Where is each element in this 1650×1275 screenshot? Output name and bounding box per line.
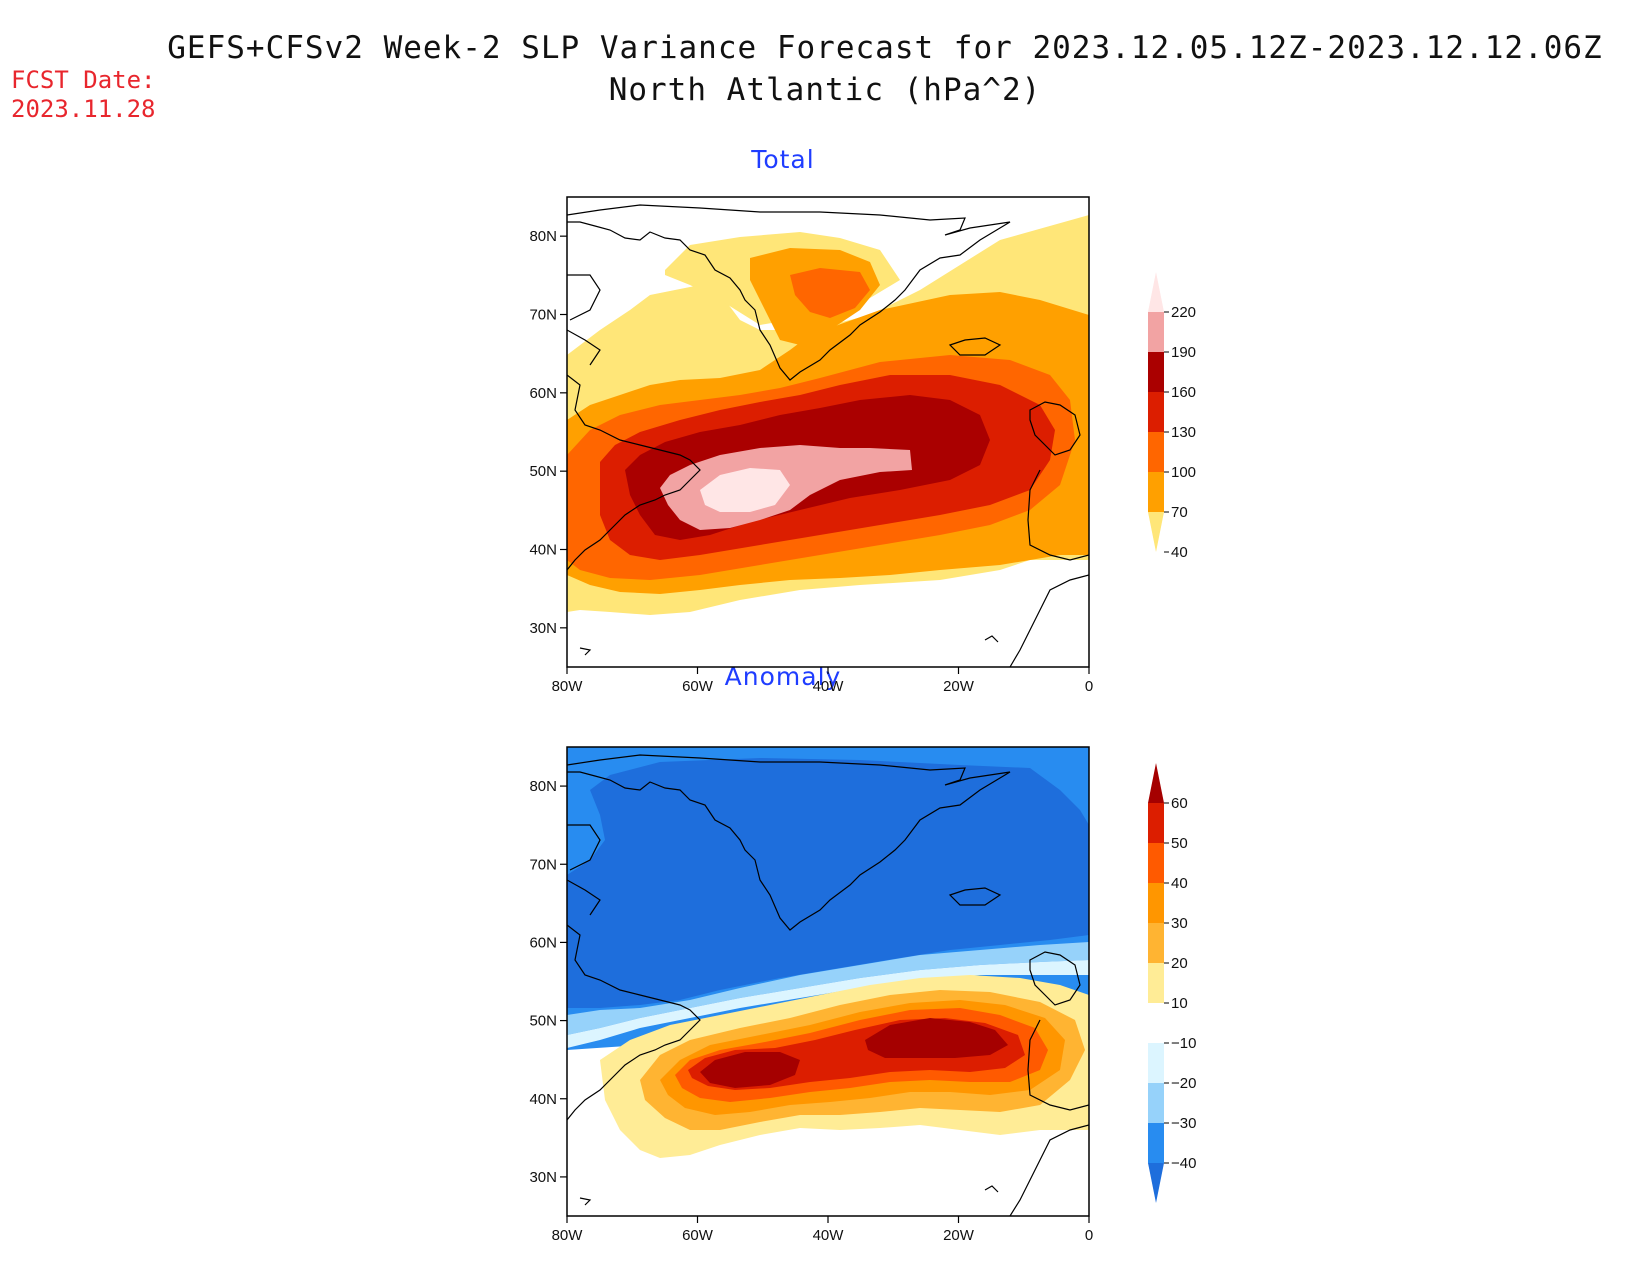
total-colorbar-box bbox=[1148, 312, 1164, 352]
anomaly-lon-label: 60W bbox=[682, 1227, 714, 1244]
anomaly-colorbar-label: 40 bbox=[1171, 875, 1188, 892]
total-colorbar-label: 190 bbox=[1171, 344, 1196, 361]
anomaly-colorbar-box bbox=[1148, 803, 1164, 843]
anomaly-colorbar-box bbox=[1148, 963, 1164, 1003]
total-lon-label: 20W bbox=[943, 678, 975, 695]
anomaly-colorbar-label: 60 bbox=[1171, 795, 1188, 812]
total-colorbar: 220 190 160 130 100 70 40 bbox=[1148, 272, 1196, 561]
anomaly-lat-label: 30N bbox=[529, 1169, 557, 1186]
total-colorbar-box bbox=[1148, 472, 1164, 512]
anomaly-colorbar-label: −30 bbox=[1171, 1115, 1196, 1132]
anomaly-colorbar-box bbox=[1148, 1083, 1164, 1123]
total-colorbar-box bbox=[1148, 392, 1164, 432]
anomaly-contour-neg40 bbox=[567, 758, 1089, 1008]
anomaly-colorbar-label: 20 bbox=[1171, 955, 1188, 972]
forecast-date-label: FCST Date: bbox=[11, 66, 156, 94]
figure-title: GEFS+CFSv2 Week-2 SLP Variance Forecast … bbox=[167, 30, 1603, 66]
total-colorbar-label: 130 bbox=[1171, 424, 1196, 441]
total-lat-label: 30N bbox=[529, 620, 557, 637]
total-colorbar-label: 40 bbox=[1171, 544, 1188, 561]
total-contour-100-greenland bbox=[790, 268, 870, 318]
total-colorbar-label: 100 bbox=[1171, 464, 1196, 481]
total-colorbar-label: 160 bbox=[1171, 384, 1196, 401]
total-colorbar-box bbox=[1148, 432, 1164, 472]
anomaly-colorbar-box bbox=[1148, 1003, 1164, 1043]
anomaly-colorbar-top-arrow bbox=[1148, 763, 1164, 803]
total-colorbar-label: 70 bbox=[1171, 504, 1188, 521]
total-colorbar-bottom-arrow bbox=[1148, 512, 1164, 552]
total-lon-label: 60W bbox=[682, 678, 714, 695]
anomaly-lon-label: 40W bbox=[813, 1227, 845, 1244]
anomaly-colorbar: 60 50 40 30 20 10 −10 −20 −30 −40 bbox=[1148, 763, 1196, 1203]
anomaly-contour-60a bbox=[700, 1052, 800, 1088]
anomaly-colorbar-box bbox=[1148, 1123, 1164, 1163]
anomaly-contour-neg30 bbox=[567, 942, 1089, 1035]
total-lat-label: 70N bbox=[529, 307, 557, 324]
total-contour-220 bbox=[700, 468, 790, 512]
anomaly-lat-label: 50N bbox=[529, 1013, 557, 1030]
anomaly-contour-60b bbox=[865, 1018, 1008, 1058]
anomaly-lon-label: 0 bbox=[1085, 1227, 1093, 1244]
anomaly-colorbar-label: −10 bbox=[1171, 1035, 1196, 1052]
total-coastlines bbox=[567, 204, 1089, 667]
total-map bbox=[567, 197, 1089, 667]
total-lon-label: 40W bbox=[813, 678, 845, 695]
anomaly-lat-label: 60N bbox=[529, 934, 557, 951]
anomaly-colorbar-bottom-arrow bbox=[1148, 1163, 1164, 1203]
anomaly-colorbar-label: 30 bbox=[1171, 915, 1188, 932]
total-lon-label: 80W bbox=[552, 678, 584, 695]
anomaly-colorbar-box bbox=[1148, 843, 1164, 883]
total-colorbar-box bbox=[1148, 352, 1164, 392]
anomaly-colorbar-box bbox=[1148, 883, 1164, 923]
total-lat-label: 40N bbox=[529, 542, 557, 559]
figure-subtitle: North Atlantic (hPa^2) bbox=[608, 72, 1042, 108]
total-lat-label: 80N bbox=[529, 228, 557, 245]
anomaly-map bbox=[567, 747, 1089, 1216]
anomaly-lat-label: 40N bbox=[529, 1091, 557, 1108]
panel-title-total: Total bbox=[751, 145, 815, 174]
total-colorbar-label: 220 bbox=[1171, 304, 1196, 321]
anomaly-axes: 80N 70N 60N 50N 40N 30N 80W 60W 40W 20W 0 bbox=[529, 778, 1093, 1244]
total-axes: 80N 70N 60N 50N 40N 30N 80W 60W 40W 20W 0 bbox=[529, 228, 1093, 695]
total-lat-label: 60N bbox=[529, 385, 557, 402]
anomaly-lon-label: 20W bbox=[943, 1227, 975, 1244]
anomaly-colorbar-box bbox=[1148, 923, 1164, 963]
anomaly-lat-label: 70N bbox=[529, 856, 557, 873]
forecast-date-value: 2023.11.28 bbox=[11, 95, 156, 123]
anomaly-lat-label: 80N bbox=[529, 778, 557, 795]
anomaly-colorbar-box bbox=[1148, 1043, 1164, 1083]
total-colorbar-top-arrow bbox=[1148, 272, 1164, 312]
total-lat-label: 50N bbox=[529, 463, 557, 480]
anomaly-colorbar-label: 10 bbox=[1171, 995, 1188, 1012]
total-lon-label: 0 bbox=[1085, 678, 1093, 695]
anomaly-colorbar-label: 50 bbox=[1171, 835, 1188, 852]
anomaly-lon-label: 80W bbox=[552, 1227, 584, 1244]
anomaly-colorbar-label: −20 bbox=[1171, 1075, 1196, 1092]
anomaly-contour-neg20 bbox=[567, 960, 1089, 1048]
anomaly-colorbar-label: −40 bbox=[1171, 1155, 1196, 1172]
anomaly-coastlines bbox=[567, 754, 1089, 1216]
